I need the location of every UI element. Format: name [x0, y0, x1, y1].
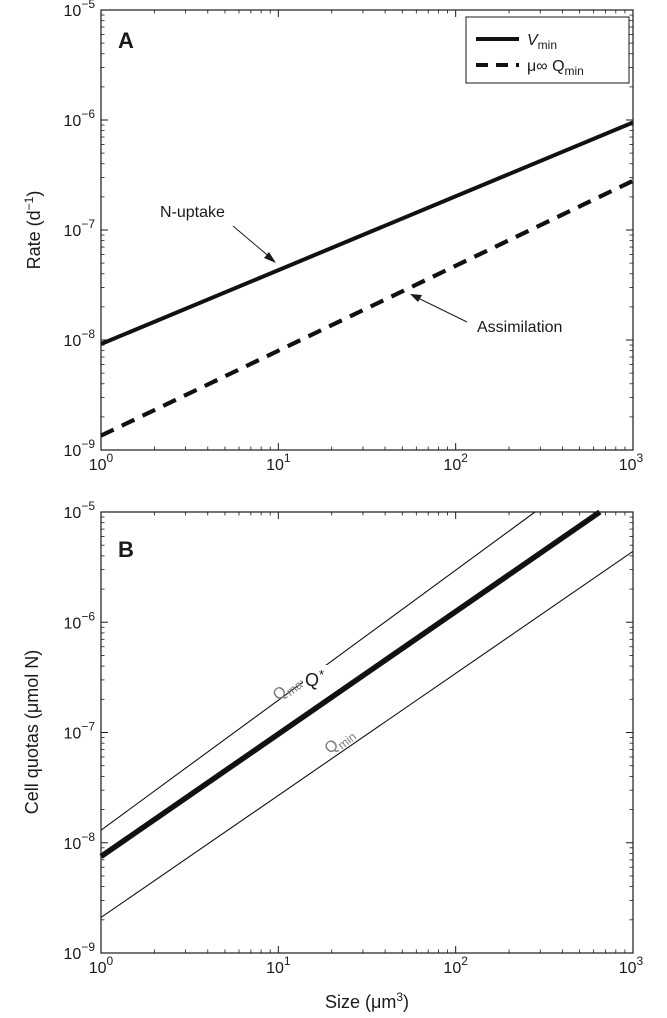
series-line-b-2 — [100, 550, 634, 918]
q-star-halo — [303, 665, 333, 691]
series-line-a-1 — [100, 178, 634, 438]
series-line-a-0 — [100, 120, 634, 346]
series-line-b-1 — [99, 509, 602, 859]
y-tick-label: 10−5 — [64, 499, 96, 522]
y-tick-label: 10−8 — [64, 830, 96, 853]
panel-a-legend: Vmin μ∞ Qmin — [465, 16, 630, 84]
annotation-assimilation-arrow — [415, 296, 468, 323]
y-tick-label: 10−8 — [64, 327, 96, 350]
panel-b-ticks: 100 101 102 103 10−9 10−8 10−7 10−6 10−5 — [64, 499, 644, 977]
annotation-assimilation: Assimilation — [477, 319, 562, 336]
annotation-n-uptake-arrow — [232, 225, 273, 260]
x-tick-label: 102 — [443, 954, 468, 977]
x-tick-label: 101 — [266, 451, 291, 474]
legend-entry-vmin: Vmin — [527, 32, 557, 52]
label-q-min: Qmin — [322, 725, 359, 760]
panel-b-frame — [100, 511, 634, 954]
x-tick-label: 103 — [619, 451, 644, 474]
annotation-n-uptake-arrowhead — [264, 252, 276, 263]
x-tick-label: 100 — [89, 451, 114, 474]
x-tick-label: 102 — [443, 451, 468, 474]
panel-a-ylabel: Rate (d−1) — [22, 191, 44, 270]
panel-a-ticks: 100 101 102 103 10−9 10−8 10−7 10−6 10−5 — [64, 0, 644, 474]
label-q-star: Q* — [305, 667, 324, 690]
legend-entry-mu-qmin: μ∞ Qmin — [527, 58, 584, 78]
y-tick-label: 10−9 — [64, 940, 96, 963]
annotation-n-uptake: N-uptake — [160, 204, 225, 221]
x-tick-label: 101 — [266, 954, 291, 977]
panel-b-letter: B — [118, 537, 134, 562]
panel-a: 100 101 102 103 10−9 10−8 10−7 10−6 10−5 A Vmin … — [22, 0, 644, 474]
x-tick-label: 100 — [89, 954, 114, 977]
panel-a-curves — [100, 120, 634, 438]
panel-b-xlabel: Size (μm3) — [325, 990, 409, 1012]
y-tick-label: 10−6 — [64, 107, 96, 130]
y-tick-label: 10−7 — [64, 217, 96, 240]
x-tick-label: 103 — [619, 954, 644, 977]
annotation-assimilation-arrowhead — [410, 294, 422, 302]
y-tick-label: 10−9 — [64, 437, 96, 460]
panel-b-curves — [99, 509, 634, 918]
y-tick-label: 10−6 — [64, 609, 96, 632]
y-tick-label: 10−7 — [64, 720, 96, 743]
legend-box — [465, 16, 630, 84]
panel-b-ylabel: Cell quotas (μmol N) — [22, 650, 42, 814]
y-tick-label: 10−5 — [64, 0, 96, 20]
panel-a-letter: A — [118, 28, 134, 53]
